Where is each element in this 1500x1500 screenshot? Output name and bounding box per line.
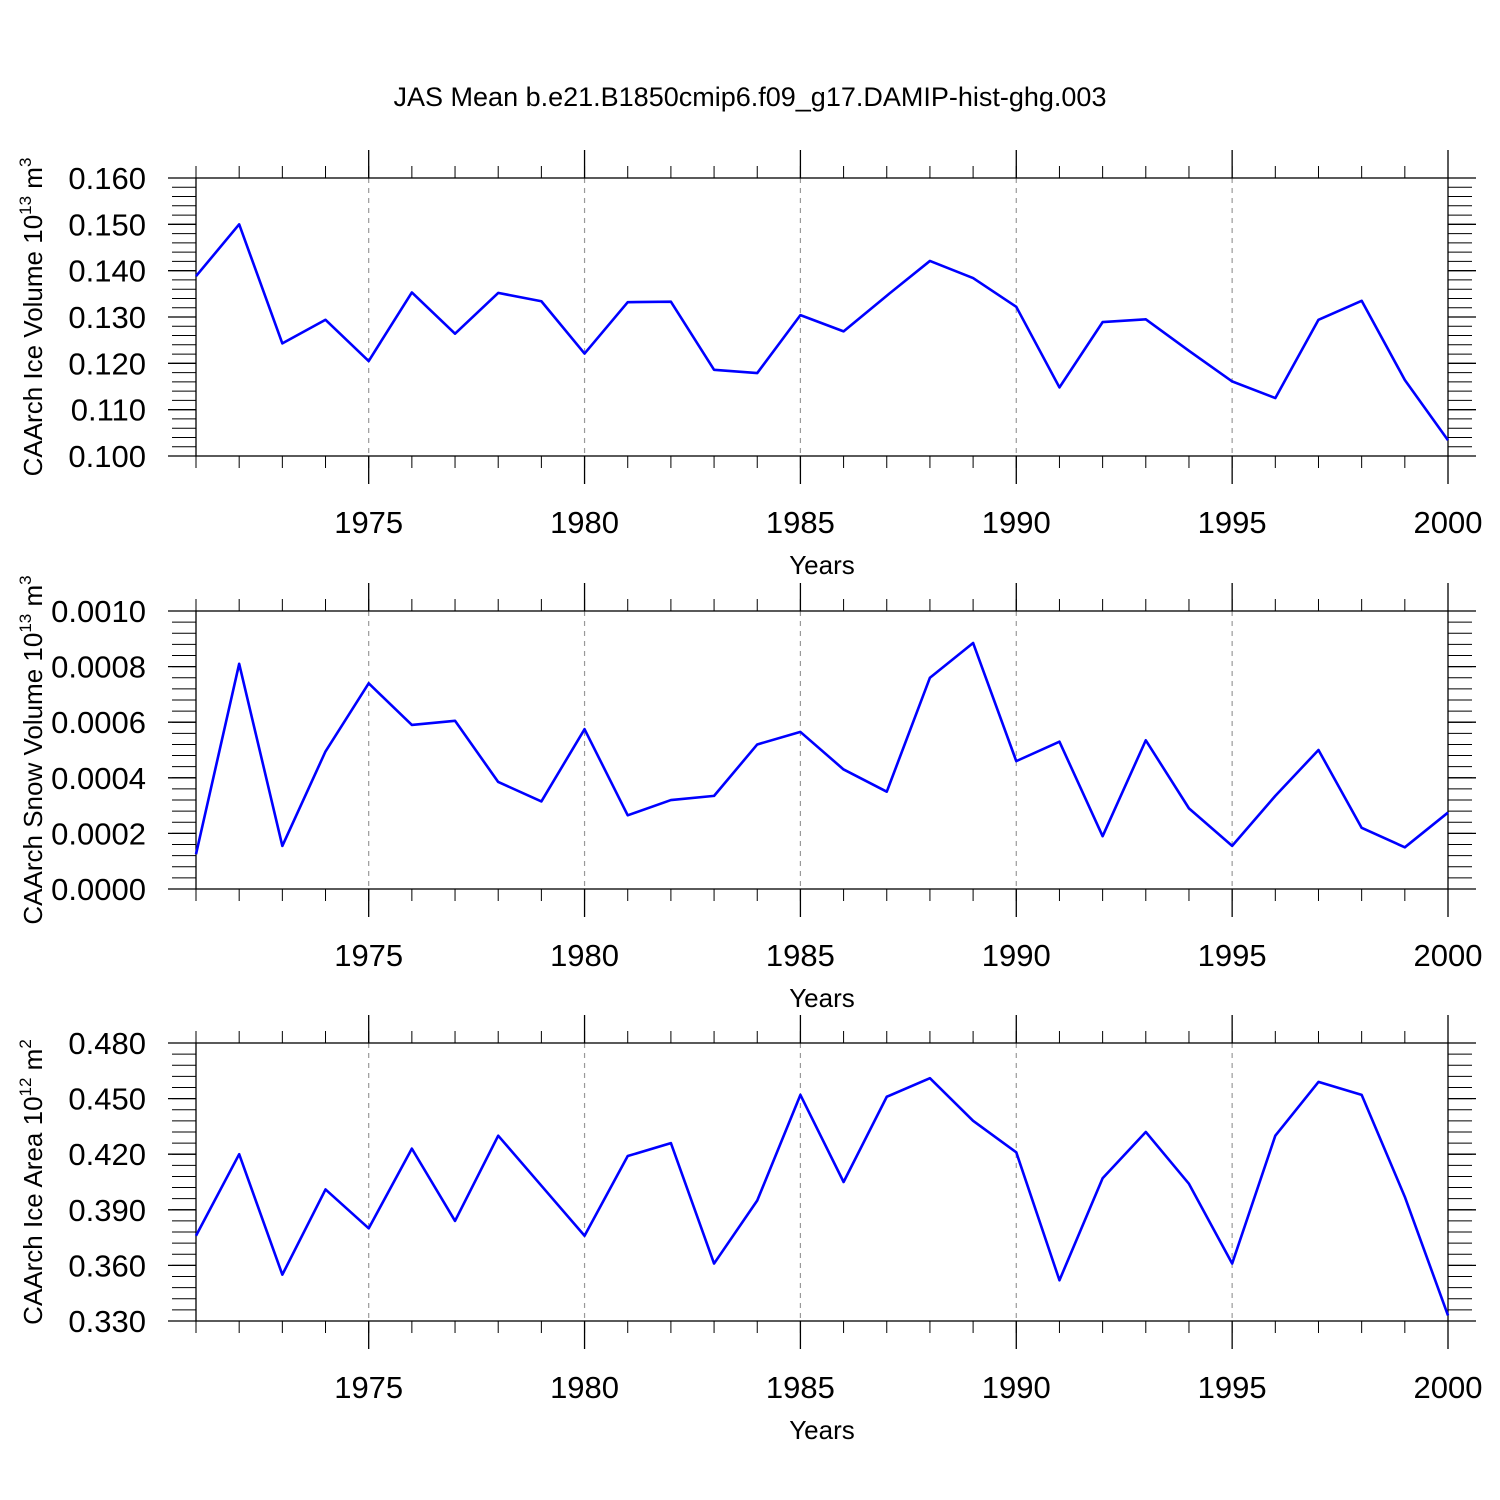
series-line <box>194 641 1449 855</box>
x-tick-label: 1985 <box>766 938 835 973</box>
series-line <box>195 223 1450 442</box>
chart-title: JAS Mean b.e21.B1850cmip6.f09_g17.DAMIP-… <box>394 82 1107 112</box>
y-tick-label: 0.450 <box>68 1082 146 1117</box>
series-line <box>194 1076 1450 1316</box>
plot-frame <box>195 1042 1449 1322</box>
x-tick-label: 1975 <box>334 505 403 540</box>
x-tick-label: 1990 <box>982 1370 1051 1405</box>
y-tick-label: 0.0004 <box>51 761 146 796</box>
x-axis-title: Years <box>789 550 855 580</box>
x-tick-label: 1985 <box>766 505 835 540</box>
y-tick-label: 0.0010 <box>51 594 146 629</box>
y-tick-label: 0.390 <box>68 1193 146 1228</box>
y-tick-label: 0.0006 <box>51 705 146 740</box>
y-axis-title: CAArch Ice Area 1012 m2 <box>16 1039 48 1325</box>
y-tick-label: 0.100 <box>68 439 146 474</box>
plot-frame <box>195 610 1449 890</box>
y-tick-label: 0.120 <box>68 346 146 381</box>
y-tick-label: 0.110 <box>71 393 146 428</box>
y-axis-title: CAArch Ice Volume 1013 m3 <box>16 158 48 477</box>
y-tick-label: 0.140 <box>68 254 146 289</box>
y-tick-label: 0.150 <box>68 207 146 242</box>
x-tick-label: 1980 <box>550 1370 619 1405</box>
y-tick-label: 0.0002 <box>51 816 146 851</box>
x-tick-label: 1990 <box>982 505 1051 540</box>
x-tick-label: 1990 <box>982 938 1051 973</box>
panel-3: 0.330 0.360 0.390 0.420 0.450 0.480 1975 1980 19… <box>16 1015 1482 1445</box>
x-tick-label: 1985 <box>766 1370 835 1405</box>
panel-1: 0.100 0.110 0.120 0.130 0.140 0.150 0.160 1975 1… <box>16 150 1482 580</box>
x-tick-label: 1995 <box>1198 1370 1267 1405</box>
y-tick-label: 0.0000 <box>51 872 146 907</box>
x-tick-label: 1980 <box>550 938 619 973</box>
panel-2: 0.0000 0.0002 0.0004 0.0006 0.0008 0.0010 1975… <box>16 575 1482 1013</box>
y-tick-label: 0.130 <box>68 300 146 335</box>
panels: 0.100 0.110 0.120 0.130 0.140 0.150 0.160 1975 1… <box>16 150 1482 1445</box>
y-tick-label: 0.0008 <box>51 650 146 685</box>
x-tick-label: 2000 <box>1414 938 1483 973</box>
x-tick-label: 1995 <box>1198 938 1267 973</box>
x-tick-label: 1995 <box>1198 505 1267 540</box>
y-axis-title: CAArch Snow Volume 1013 m3 <box>16 575 48 924</box>
y-tick-label: 0.330 <box>68 1304 146 1339</box>
x-axis-title: Years <box>789 983 855 1013</box>
y-tick-label: 0.480 <box>68 1026 146 1061</box>
x-tick-label: 1980 <box>550 505 619 540</box>
x-tick-label: 2000 <box>1414 505 1483 540</box>
x-tick-label: 1975 <box>334 938 403 973</box>
x-tick-label: 2000 <box>1414 1370 1483 1405</box>
x-axis-title: Years <box>789 1415 855 1445</box>
y-tick-label: 0.360 <box>68 1248 146 1283</box>
plot-frame <box>195 177 1449 457</box>
x-tick-label: 1975 <box>334 1370 403 1405</box>
y-tick-label: 0.420 <box>68 1137 146 1172</box>
y-tick-label: 0.160 <box>68 161 146 196</box>
